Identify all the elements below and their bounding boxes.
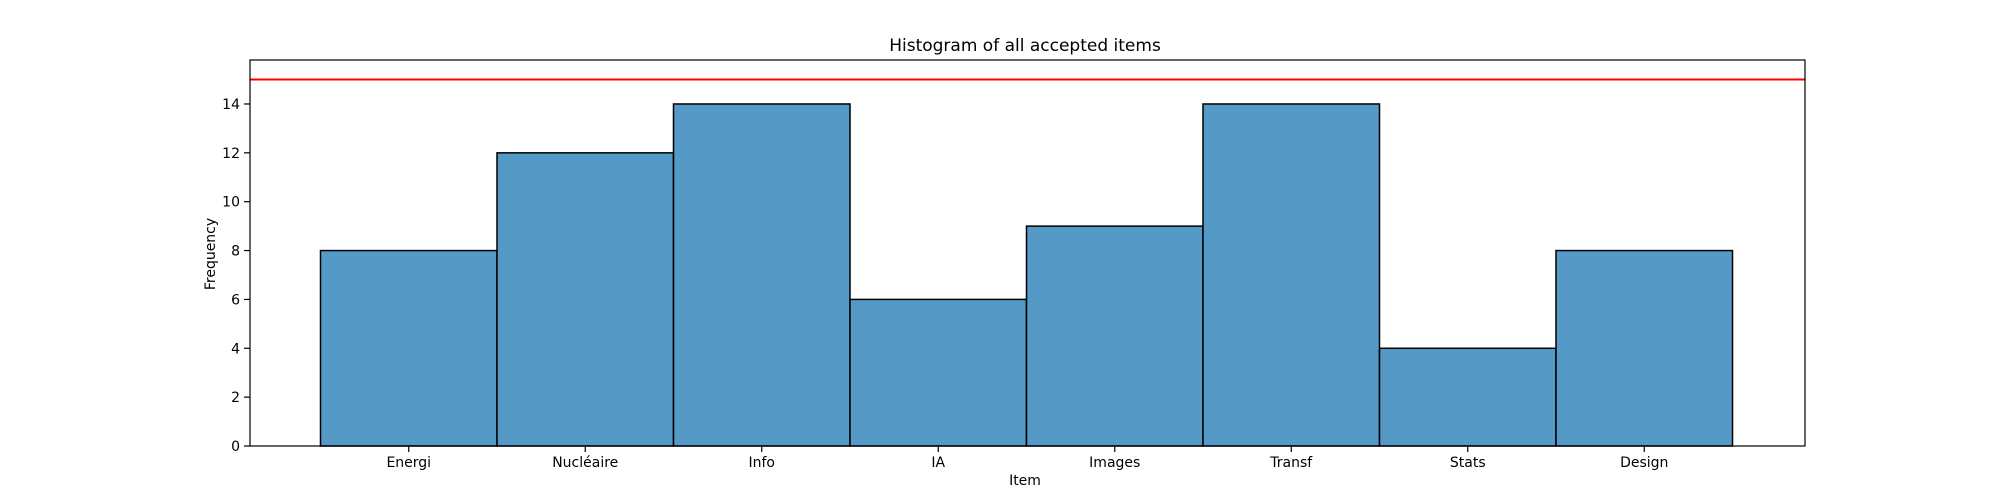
x-tick-label: Stats — [1450, 455, 1486, 471]
x-tick-label: Info — [749, 455, 776, 471]
x-tick-label: Transf — [1269, 455, 1313, 471]
plot-border — [249, 59, 1806, 447]
x-tick-label: Design — [1620, 455, 1668, 471]
bars-layer — [319, 103, 1734, 447]
bar-info — [672, 103, 851, 447]
y-tick-label: 4 — [231, 341, 240, 357]
y-tick-label: 10 — [222, 195, 240, 211]
y-axis: 0 2 4 6 8 10 12 14 — [222, 97, 250, 455]
x-tick-label: IA — [931, 455, 945, 471]
bar-stats — [1378, 347, 1557, 447]
y-tick-label: 8 — [231, 244, 240, 260]
y-axis-label: Frequency — [203, 218, 219, 290]
chart-title: Histogram of all accepted items — [889, 36, 1161, 56]
y-tick-label: 0 — [231, 439, 240, 455]
y-tick-label: 2 — [231, 390, 240, 406]
x-tick-label: Images — [1089, 455, 1140, 471]
x-tick-label: Energi — [386, 455, 431, 471]
x-tick-label: Nucléaire — [552, 455, 618, 471]
bar-nucléaire — [496, 152, 675, 447]
bar-transf — [1202, 103, 1381, 447]
y-tick-label: 12 — [222, 146, 240, 162]
y-tick-label: 14 — [222, 97, 240, 113]
plot-frame — [249, 59, 1806, 447]
bar-design — [1555, 249, 1734, 447]
bar-ia — [849, 298, 1028, 447]
x-axis: Energi Nucléaire Info IA Images Transf Stats De… — [386, 446, 1668, 471]
x-axis-label: Item — [1009, 473, 1041, 489]
bar-energi — [319, 249, 498, 447]
y-tick-label: 6 — [231, 292, 240, 308]
bar-images — [1025, 225, 1204, 447]
